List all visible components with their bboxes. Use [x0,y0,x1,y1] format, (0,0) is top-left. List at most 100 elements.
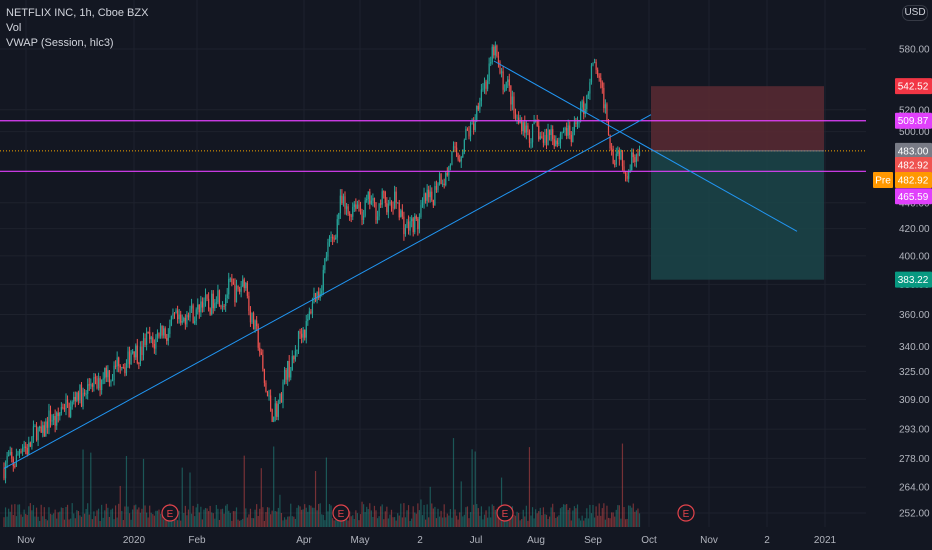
volume-bar [463,514,465,527]
candle-body [144,338,146,345]
volume-bar [634,511,636,527]
candle-body [607,120,610,135]
candle-body [194,320,196,324]
volume-bar [469,512,472,527]
vol-indicator-label[interactable]: Vol [6,22,22,34]
candle-body [358,204,360,209]
candle-body [39,426,41,429]
volume-bar [111,508,114,527]
volume-bar [146,512,148,527]
candle-body [187,315,190,318]
earnings-marker [332,504,350,522]
volume-bar [369,503,371,527]
candle-body [490,62,492,64]
candle-body [524,122,526,133]
candle-body [243,279,245,289]
candle-body [634,157,636,163]
volume-bar [581,515,583,527]
symbol-title[interactable]: NETFLIX INC, 1h, Cboe BZX [6,7,149,19]
candle-body [107,370,109,378]
candle-body [505,82,507,90]
volume-bar [88,514,90,527]
volume-bar [575,508,577,527]
volume-bar [559,508,562,527]
volume-bar [4,507,7,527]
volume-bar [54,509,56,527]
volume-bar [26,515,28,527]
candle-body [575,122,577,125]
x-tick-label: Aug [527,535,545,546]
candle-body [252,312,255,330]
volume-bar [586,508,588,527]
candle-body [285,369,287,380]
candle-body [417,218,419,230]
candle-body [150,337,152,340]
volume-bar [265,512,267,527]
candle-body [561,131,563,134]
price-label-text: 509.87 [898,116,929,127]
candle-body [593,62,596,64]
volume-bar [442,517,444,527]
candle-body [479,101,481,110]
volume-bar [522,509,524,527]
candle-body [418,216,420,230]
volume-bar [471,449,473,527]
volume-bar [611,512,613,527]
volume-bar [621,443,624,527]
candle-body [189,308,191,318]
volume-bar [161,514,163,527]
volume-bar [387,518,389,527]
volume-bar [257,516,259,527]
candle-body [15,454,17,467]
volume-bar [451,517,453,527]
volume-bar [304,504,306,527]
currency-button[interactable]: USD [902,5,928,21]
volume-bar [240,520,242,527]
candle-body [474,120,476,130]
volume-bar [296,507,298,527]
y-tick-label: 580.00 [899,45,930,56]
candle-body [555,140,557,147]
volume-bar [163,519,165,527]
volume-bar [381,504,383,527]
x-tick-label: May [351,535,370,546]
volume-bar [452,438,455,527]
volume-bar [589,504,591,527]
volume-bar [127,506,129,527]
candle-body [268,395,270,397]
volume-bar [555,517,557,527]
candle-body [442,183,444,185]
volume-bar [445,517,447,527]
candle-body [483,81,486,89]
earnings-marker [496,504,514,522]
volume-bar [77,510,79,527]
candle-body [91,384,93,387]
candle-body [82,392,84,407]
volume-bar [246,517,248,527]
volume-bar [617,505,619,527]
volume-bar [76,510,78,527]
volume-bar [378,516,380,527]
candle-body [595,62,597,70]
candle-body [626,176,628,179]
candle-body [276,403,278,417]
volume-bar [519,520,521,527]
volume-bar [423,504,425,527]
candle-body [376,216,379,221]
candle-body [349,213,351,216]
volume-bar [97,508,100,527]
candle-body [463,139,465,153]
candle-body [273,416,275,422]
volume-bar [407,505,410,527]
candle-body [355,204,357,209]
candle-body [142,338,145,355]
candle-body [394,191,396,209]
candle-body [494,45,496,56]
candle-body [507,79,509,83]
vwap-indicator-label[interactable]: VWAP (Session, hlc3) [6,37,114,49]
candle-body [460,157,462,162]
candle-body [407,221,410,231]
volume-bar [40,504,42,527]
volume-bar [632,503,634,527]
